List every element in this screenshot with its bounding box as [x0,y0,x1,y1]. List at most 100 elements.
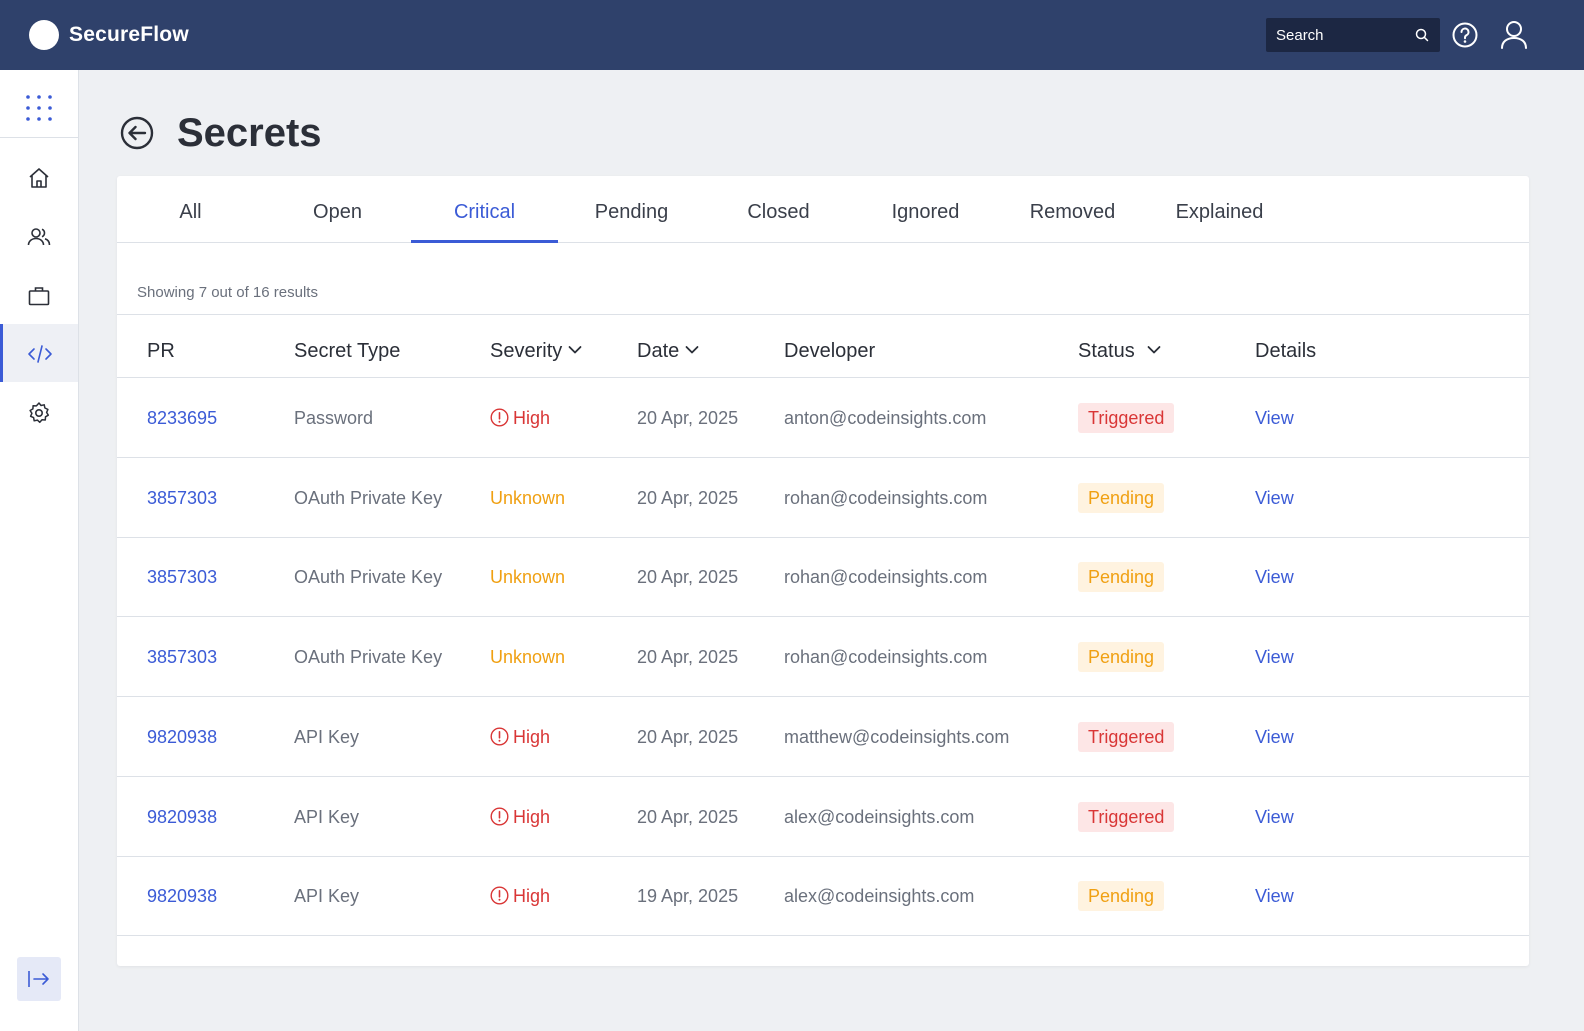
help-icon[interactable] [1451,21,1479,49]
column-header-status[interactable]: Status [1078,339,1161,363]
status-cell: Pending [1078,881,1165,912]
status-badge: Pending [1078,881,1165,912]
tab-closed[interactable]: Closed [747,201,810,223]
severity-value: Unknown [490,487,565,509]
table-row: 3857303 OAuth Private Key Unknown 20 Apr, 2… [117,537,1529,618]
status-cell: Pending [1078,642,1165,673]
code-icon [28,345,52,363]
severity-label: High [513,726,551,747]
table-row: 9820938 API Key High 20 Apr, 2025 matthew@co… [117,697,1529,777]
briefcase-icon [28,287,50,306]
developer-email: rohan@codeinsights.com [784,487,988,508]
table-header: PR Secret Type Severity Date Developer S… [117,314,1529,378]
alert-icon [490,727,509,746]
home-icon [29,168,49,188]
tab-critical[interactable]: Critical [411,176,558,243]
status-badge: Triggered [1078,403,1175,433]
view-details-link[interactable]: View [1255,726,1294,747]
view-details-link[interactable]: View [1255,647,1294,668]
table-row: 8233695 Password High 20 Apr, 2025 anton@cod… [117,378,1529,458]
developer-email: matthew@codeinsights.com [784,726,1010,747]
column-header-severity[interactable]: Severity [490,339,582,363]
column-header-date[interactable]: Date [637,339,699,363]
results-count: Showing 7 out of 16 results [137,284,318,301]
logo-icon [29,20,59,50]
page-title: Secrets [177,111,322,155]
severity-value: High [490,885,550,907]
column-header-date-label: Date [637,340,680,362]
status-cell: Triggered [1078,801,1175,832]
severity-label: High [513,408,551,428]
apps-grid-icon [26,95,52,121]
pr-link[interactable]: 9820938 [147,806,218,827]
secret-type: OAuth Private Key [294,647,443,668]
severity-label: High [513,806,551,827]
tab-explained[interactable]: Explained [1175,201,1264,223]
sidebar-item-users[interactable] [0,207,78,265]
sidebar-item-home[interactable] [0,148,78,206]
tab-all[interactable]: All [179,201,202,223]
table-row: 3857303 OAuth Private Key Unknown 20 Apr, 2… [117,617,1529,698]
view-details-link[interactable]: View [1255,806,1294,827]
sidebar-item-settings[interactable] [0,383,78,441]
status-cell: Pending [1078,482,1165,513]
severity-value: High [490,407,550,429]
status-badge: Triggered [1078,721,1175,752]
top-bar: SecureFlow [0,0,1584,70]
user-icon[interactable] [1500,20,1528,50]
tab-removed[interactable]: Removed [1029,201,1116,223]
view-details-link[interactable]: View [1255,487,1294,508]
chevron-down-icon [685,346,699,354]
pr-link[interactable]: 3857303 [147,567,218,588]
table-row: 3857303 OAuth Private Key Unknown 20 Apr, 2… [117,458,1529,538]
date-value: 20 Apr, 2025 [637,408,739,428]
search-icon[interactable] [1414,27,1430,43]
column-header-details: Details [1255,340,1317,362]
sidebar-item-code[interactable] [0,324,78,382]
filter-tabs: All Open Critical Pending Closed Ignored… [117,176,1529,243]
search-input[interactable] [1266,18,1412,52]
column-header-developer: Developer [784,340,876,362]
secret-type: Password [294,408,374,428]
severity-value: Unknown [490,646,565,668]
status-badge: Pending [1078,482,1165,513]
date-value: 20 Apr, 2025 [637,806,739,827]
date-value: 19 Apr, 2025 [637,886,739,907]
view-details-link[interactable]: View [1255,408,1294,428]
pr-link[interactable]: 3857303 [147,647,218,668]
tab-pending[interactable]: Pending [594,201,669,223]
column-header-pr: PR [147,340,175,362]
alert-icon [490,408,509,427]
date-value: 20 Apr, 2025 [637,726,739,747]
status-cell: Triggered [1078,721,1175,752]
secret-type: OAuth Private Key [294,487,443,508]
table-row: 9820938 API Key High 20 Apr, 2025 alex@codei… [117,777,1529,857]
column-header-secret-type: Secret Type [294,340,401,362]
view-details-link[interactable]: View [1255,567,1294,588]
date-value: 20 Apr, 2025 [637,487,739,508]
search-box[interactable] [1266,18,1440,52]
sidebar-item-projects[interactable] [0,266,78,324]
back-arrow-icon[interactable] [120,116,154,150]
pr-link[interactable]: 3857303 [147,487,218,508]
tab-ignored[interactable]: Ignored [891,201,960,223]
severity-value: Unknown [490,566,565,588]
secret-type: API Key [294,726,360,747]
tab-open[interactable]: Open [313,201,362,223]
chevron-down-icon [1147,346,1161,354]
collapse-sidebar-button[interactable] [17,957,61,1001]
pr-link[interactable]: 8233695 [147,408,218,428]
apps-menu-button[interactable] [0,70,78,138]
status-badge: Pending [1078,642,1165,673]
date-value: 20 Apr, 2025 [637,567,739,588]
developer-email: alex@codeinsights.com [784,806,975,827]
developer-email: rohan@codeinsights.com [784,567,988,588]
severity-label: Unknown [490,567,566,588]
pr-link[interactable]: 9820938 [147,726,218,747]
settings-gear-icon [29,402,50,424]
pr-link[interactable]: 9820938 [147,886,218,907]
status-badge: Triggered [1078,801,1175,832]
view-details-link[interactable]: View [1255,886,1294,907]
severity-label: Unknown [490,487,566,508]
secret-type: OAuth Private Key [294,567,443,588]
